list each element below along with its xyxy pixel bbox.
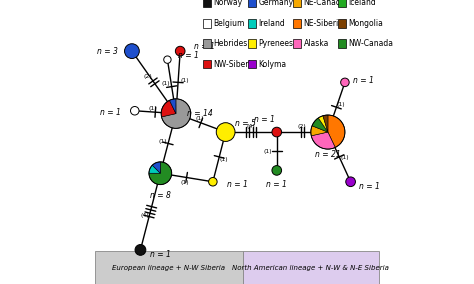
Wedge shape bbox=[311, 132, 335, 149]
Text: (4): (4) bbox=[141, 213, 150, 218]
Bar bbox=[292, 0, 301, 7]
Text: n = 1: n = 1 bbox=[194, 42, 215, 51]
Text: n = 21: n = 21 bbox=[315, 150, 341, 159]
Text: (1): (1) bbox=[264, 149, 273, 154]
Text: Belgium: Belgium bbox=[214, 19, 245, 28]
Bar bbox=[95, 251, 243, 284]
Circle shape bbox=[130, 106, 139, 115]
Text: n = 1: n = 1 bbox=[266, 180, 287, 189]
Wedge shape bbox=[149, 165, 160, 173]
Circle shape bbox=[135, 245, 146, 255]
Text: (1): (1) bbox=[148, 106, 157, 111]
Text: Kolyma: Kolyma bbox=[259, 60, 287, 69]
Text: (2): (2) bbox=[297, 124, 306, 129]
Text: NE-Siberia: NE-Siberia bbox=[303, 19, 344, 28]
Bar bbox=[203, 19, 211, 28]
Text: n = 1: n = 1 bbox=[100, 108, 121, 117]
Text: (1): (1) bbox=[195, 116, 204, 121]
Text: n = 5: n = 5 bbox=[235, 119, 256, 128]
Wedge shape bbox=[152, 162, 160, 173]
Circle shape bbox=[272, 127, 282, 137]
Text: Ireland: Ireland bbox=[259, 19, 285, 28]
Bar bbox=[337, 39, 346, 48]
Text: n = 1: n = 1 bbox=[178, 51, 199, 60]
Wedge shape bbox=[323, 115, 328, 132]
Wedge shape bbox=[328, 115, 345, 147]
Text: NE-Canada: NE-Canada bbox=[303, 0, 346, 7]
Text: n = 14: n = 14 bbox=[187, 109, 213, 118]
Text: n = 1: n = 1 bbox=[353, 76, 374, 85]
Bar bbox=[203, 60, 211, 68]
Text: Germany: Germany bbox=[259, 0, 294, 7]
Circle shape bbox=[175, 46, 185, 56]
Text: (1): (1) bbox=[161, 81, 170, 86]
Text: North American lineage + N-W & N-E Siberia: North American lineage + N-W & N-E Siber… bbox=[232, 265, 389, 271]
Text: (1): (1) bbox=[340, 155, 349, 160]
Bar bbox=[248, 19, 256, 28]
Circle shape bbox=[341, 78, 349, 87]
Wedge shape bbox=[312, 118, 328, 132]
Circle shape bbox=[164, 56, 171, 63]
Wedge shape bbox=[319, 116, 328, 132]
Circle shape bbox=[272, 166, 282, 175]
Wedge shape bbox=[170, 99, 176, 114]
Text: Alaska: Alaska bbox=[303, 39, 329, 48]
Text: (1): (1) bbox=[158, 139, 167, 145]
Text: European lineage + N-W Siberia: European lineage + N-W Siberia bbox=[112, 265, 225, 271]
Wedge shape bbox=[161, 100, 176, 117]
Text: (1): (1) bbox=[181, 78, 190, 83]
Bar bbox=[337, 0, 346, 7]
Text: Hebrides: Hebrides bbox=[214, 39, 248, 48]
Text: (1): (1) bbox=[219, 156, 228, 162]
Text: NW-Canada: NW-Canada bbox=[348, 39, 393, 48]
Text: n = 1: n = 1 bbox=[150, 250, 171, 259]
Text: n = 8: n = 8 bbox=[150, 191, 171, 201]
Text: (1): (1) bbox=[181, 180, 190, 185]
Wedge shape bbox=[162, 99, 191, 128]
Text: n = 1: n = 1 bbox=[254, 115, 274, 124]
Text: Iceland: Iceland bbox=[348, 0, 376, 7]
Wedge shape bbox=[149, 162, 172, 185]
Bar bbox=[337, 19, 346, 28]
Circle shape bbox=[209, 178, 217, 186]
Bar bbox=[203, 0, 211, 7]
Text: (1): (1) bbox=[337, 102, 345, 107]
Bar bbox=[248, 60, 256, 68]
Circle shape bbox=[125, 44, 139, 59]
Text: n = 1: n = 1 bbox=[359, 181, 380, 191]
Text: n = 3: n = 3 bbox=[97, 47, 118, 56]
Bar bbox=[248, 39, 256, 48]
Text: Pyrenees: Pyrenees bbox=[259, 39, 293, 48]
Circle shape bbox=[346, 177, 356, 187]
Bar bbox=[248, 0, 256, 7]
Bar bbox=[292, 39, 301, 48]
Wedge shape bbox=[311, 126, 328, 136]
Bar bbox=[203, 39, 211, 48]
Text: (4): (4) bbox=[246, 124, 255, 129]
Circle shape bbox=[216, 123, 235, 141]
Text: Mongolia: Mongolia bbox=[348, 19, 383, 28]
Text: Norway: Norway bbox=[214, 0, 243, 7]
Text: n = 1: n = 1 bbox=[227, 180, 247, 189]
Text: NW-Siberia: NW-Siberia bbox=[214, 60, 256, 69]
Text: (2): (2) bbox=[143, 74, 152, 79]
Bar bbox=[243, 251, 379, 284]
Bar bbox=[292, 19, 301, 28]
